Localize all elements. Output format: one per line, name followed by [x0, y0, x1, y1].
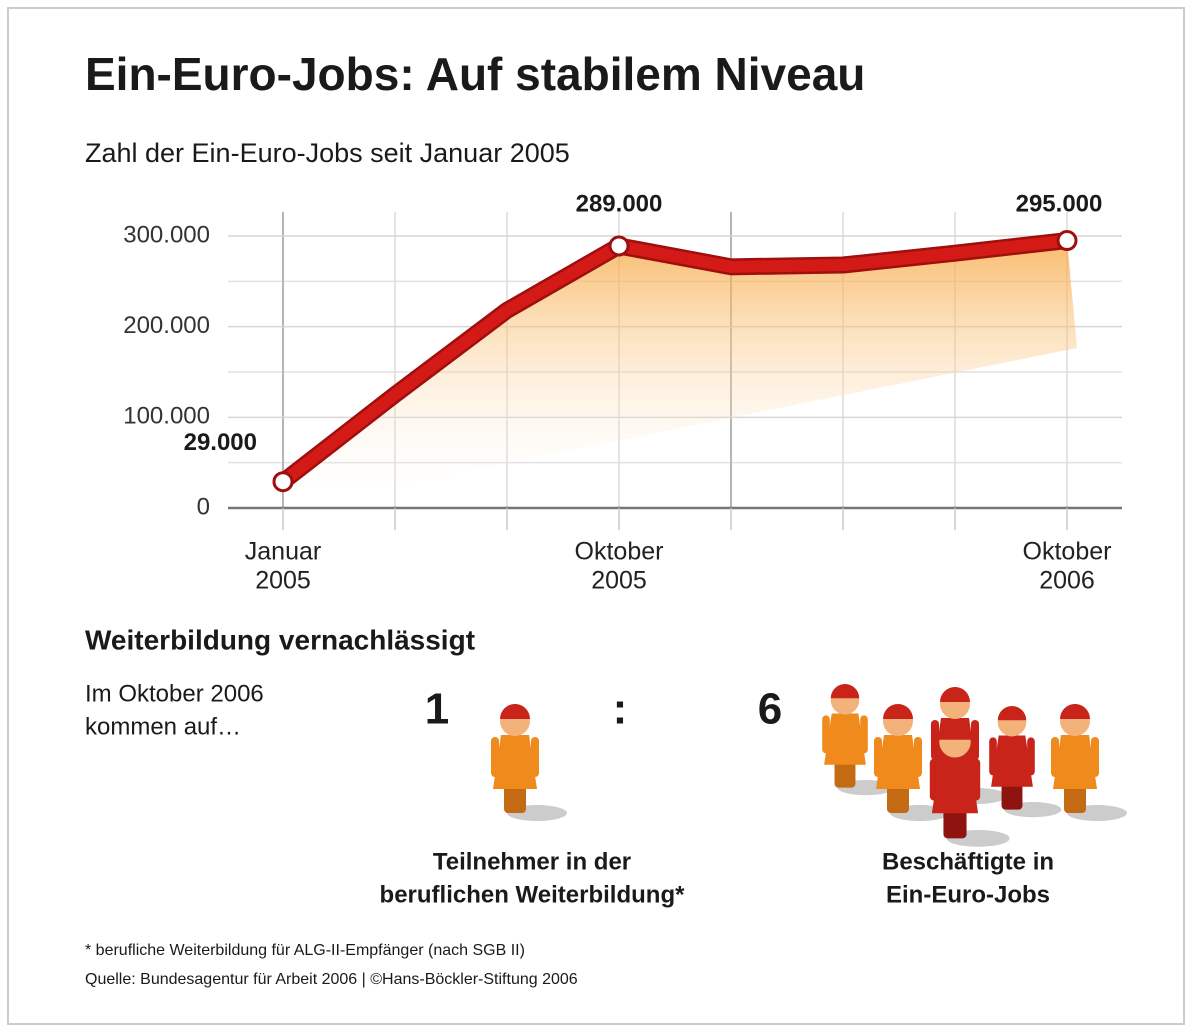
caption: Teilnehmer in der [433, 848, 631, 875]
chart-title: Ein-Euro-Jobs: Auf stabilem Niveau [85, 48, 865, 100]
value-label: 289.000 [576, 190, 663, 217]
source: Quelle: Bundesagentur für Arbeit 2006 | … [85, 971, 578, 988]
body [991, 735, 1033, 787]
arm [1051, 737, 1059, 777]
caption: Ein-Euro-Jobs [886, 881, 1050, 908]
person-icon [1051, 704, 1127, 821]
info-intro: kommen auf… [85, 713, 241, 740]
arm [491, 737, 499, 777]
body [876, 735, 920, 789]
cap [830, 684, 860, 699]
value-label: 295.000 [1016, 190, 1103, 217]
arm [971, 758, 981, 801]
arm [874, 737, 882, 777]
y-tick-label: 100.000 [123, 403, 210, 430]
point [608, 235, 630, 257]
arm [971, 720, 979, 760]
y-tick-label: 200.000 [123, 312, 210, 339]
arm [1091, 737, 1099, 777]
point [1056, 230, 1078, 252]
x-tick-label: Januar [245, 538, 321, 566]
plot: 0100.000200.000300.000Januar2005Oktober2… [123, 190, 1122, 595]
body [493, 735, 537, 789]
arm [1027, 737, 1035, 776]
cap [500, 704, 530, 719]
x-tick-label: Oktober [1023, 538, 1112, 566]
person-icon [491, 704, 567, 821]
arm [822, 715, 830, 754]
arm [929, 758, 939, 801]
person-icon [989, 706, 1062, 818]
y-tick-label: 300.000 [123, 221, 210, 248]
info-intro: Im Oktober 2006 [85, 680, 264, 707]
person-icon [874, 704, 950, 821]
ratio-right: 6 [758, 685, 782, 734]
body [931, 756, 979, 814]
person-icon [929, 723, 1010, 847]
point [272, 471, 294, 493]
footnote: * berufliche Weiterbildung für ALG-II-Em… [85, 942, 525, 959]
value-label: 29.000 [184, 429, 257, 456]
ratio-left: 1 [425, 685, 449, 734]
line [277, 234, 1073, 488]
cap [939, 723, 971, 740]
arm [860, 715, 868, 754]
arm [531, 737, 539, 777]
cap [940, 687, 970, 702]
frame [7, 7, 1185, 1025]
arm [989, 737, 997, 776]
caption: Beschäftigte in [882, 848, 1054, 875]
cap [883, 704, 913, 719]
arm [931, 720, 939, 760]
x-tick-label: 2005 [255, 567, 311, 595]
line-area [283, 240, 1077, 509]
arm [914, 737, 922, 777]
body [1053, 735, 1097, 789]
ratio-separator: : [613, 685, 628, 734]
info-heading: Weiterbildung vernachlässigt [85, 624, 475, 655]
person-icon [822, 684, 895, 796]
chart-subtitle: Zahl der Ein-Euro-Jobs seit Januar 2005 [85, 138, 570, 168]
caption: beruflichen Weiterbildung* [380, 881, 686, 908]
y-tick-label: 0 [197, 493, 210, 520]
body [824, 713, 866, 765]
x-tick-label: 2006 [1039, 567, 1095, 595]
x-tick-label: 2005 [591, 567, 647, 595]
cap [1060, 704, 1090, 719]
cap [997, 706, 1027, 721]
x-tick-label: Oktober [575, 538, 664, 566]
figures [491, 684, 1127, 847]
